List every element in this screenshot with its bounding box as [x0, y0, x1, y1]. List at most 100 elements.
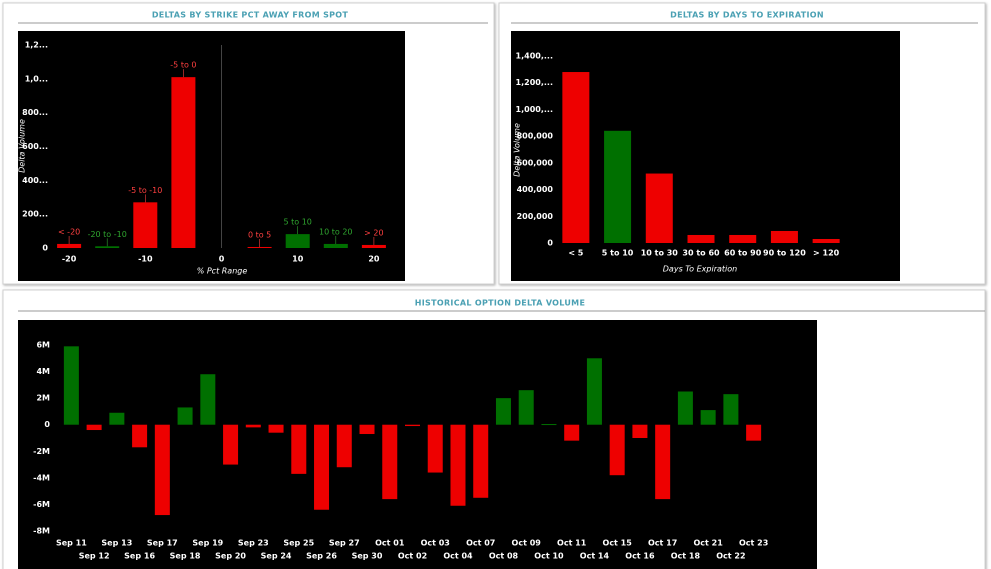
data-label: -5 to -10	[128, 186, 162, 195]
data-label: 10 to 20	[319, 227, 352, 236]
y-tick-label: -2M	[33, 447, 50, 456]
bar	[200, 374, 216, 425]
bar	[746, 424, 762, 441]
x-tick-label: Oct 22	[716, 552, 745, 561]
x-tick-label: Oct 10	[534, 552, 564, 561]
x-tick-label: Sep 18	[170, 552, 201, 561]
x-tick-label: < 5	[568, 249, 583, 258]
x-tick-label: Sep 20	[215, 552, 246, 561]
bar	[541, 424, 557, 426]
y-tick-label: 1,2...	[25, 41, 48, 50]
y-tick-label: 600...	[22, 142, 48, 151]
bar	[314, 424, 330, 510]
data-label: 5 to 10	[284, 218, 312, 227]
bar	[63, 346, 79, 425]
bar	[247, 246, 272, 248]
y-tick-label: 200,000	[517, 212, 554, 221]
chart-title: DELTAS BY DAYS TO EXPIRATION	[670, 11, 824, 20]
x-tick-label: Sep 23	[238, 539, 269, 548]
x-tick-label: 30 to 60	[682, 249, 720, 258]
bar	[95, 246, 120, 248]
bar	[729, 234, 757, 243]
bar	[223, 424, 239, 465]
bar	[109, 412, 125, 425]
y-tick-label: 0	[44, 420, 50, 429]
x-tick-label: Oct 23	[739, 539, 768, 548]
plot-area	[18, 320, 817, 569]
bar	[473, 424, 489, 498]
y-axis-title: Delta Volume	[513, 123, 522, 177]
y-tick-label: 0	[547, 239, 553, 248]
bar	[171, 77, 196, 249]
bar	[405, 424, 420, 427]
bar	[604, 130, 632, 243]
x-tick-label: 10	[292, 255, 304, 264]
bar	[57, 243, 82, 248]
x-tick-label: 90 to 120	[763, 249, 806, 258]
x-tick-label: Oct 17	[648, 539, 677, 548]
bar	[677, 391, 693, 425]
x-tick-label: > 120	[813, 249, 840, 258]
x-tick-label: Oct 08	[489, 552, 519, 561]
bar	[268, 424, 284, 433]
bar	[562, 72, 590, 244]
bar	[359, 424, 375, 435]
bar	[495, 398, 511, 425]
x-tick-label: Sep 25	[283, 539, 314, 548]
x-tick-label: Sep 30	[352, 552, 383, 561]
bar	[609, 424, 625, 476]
bar	[177, 407, 193, 425]
x-tick-label: Sep 11	[56, 539, 87, 548]
data-label: -5 to 0	[170, 61, 196, 70]
x-tick-label: Sep 17	[147, 539, 178, 548]
bar	[687, 234, 715, 243]
bar	[154, 424, 170, 516]
bar	[427, 424, 443, 473]
plot-area	[18, 31, 405, 281]
bar	[382, 424, 398, 500]
x-tick-label: 10 to 30	[641, 249, 679, 258]
y-tick-label: 1,400,...	[516, 52, 553, 61]
bar	[655, 424, 671, 500]
bar	[291, 424, 307, 474]
y-tick-label: 800...	[22, 108, 48, 117]
bar	[86, 424, 102, 431]
y-tick-label: 200...	[22, 210, 48, 219]
x-tick-label: 60 to 90	[724, 249, 762, 258]
x-axis-title: Days To Expiration	[663, 265, 737, 274]
bar	[361, 244, 386, 248]
y-tick-label: 4M	[36, 367, 50, 376]
x-tick-label: Sep 19	[192, 539, 223, 548]
y-tick-label: -4M	[33, 473, 50, 482]
data-label: -20 to -10	[88, 230, 127, 239]
x-tick-label: Sep 16	[124, 552, 155, 561]
x-tick-label: -10	[138, 255, 153, 264]
x-tick-label: Oct 15	[603, 539, 633, 548]
y-tick-label: 1,0...	[25, 74, 48, 83]
x-tick-label: Oct 01	[375, 539, 405, 548]
bar	[632, 424, 648, 438]
bar	[645, 173, 673, 243]
x-tick-label: Oct 14	[580, 552, 610, 561]
x-tick-label: Oct 21	[693, 539, 723, 548]
bar	[245, 424, 261, 428]
data-label: < -20	[58, 227, 80, 236]
bar	[518, 390, 534, 425]
x-tick-label: Sep 13	[101, 539, 132, 548]
x-tick-label: Sep 24	[261, 552, 292, 561]
x-tick-label: 0	[219, 255, 225, 264]
bar	[132, 424, 148, 448]
x-tick-label: Oct 16	[625, 552, 655, 561]
x-tick-label: Oct 18	[671, 552, 701, 561]
y-tick-label: 1,000,...	[516, 105, 553, 114]
bar	[336, 424, 352, 468]
chart-title: HISTORICAL OPTION DELTA VOLUME	[415, 299, 585, 308]
x-tick-label: Sep 27	[329, 539, 360, 548]
x-axis-title: % Pct Range	[197, 267, 248, 276]
y-tick-label: -8M	[33, 527, 50, 536]
bar	[564, 424, 580, 441]
bar	[700, 410, 716, 425]
bar	[133, 202, 158, 248]
y-tick-label: 6M	[36, 341, 50, 350]
